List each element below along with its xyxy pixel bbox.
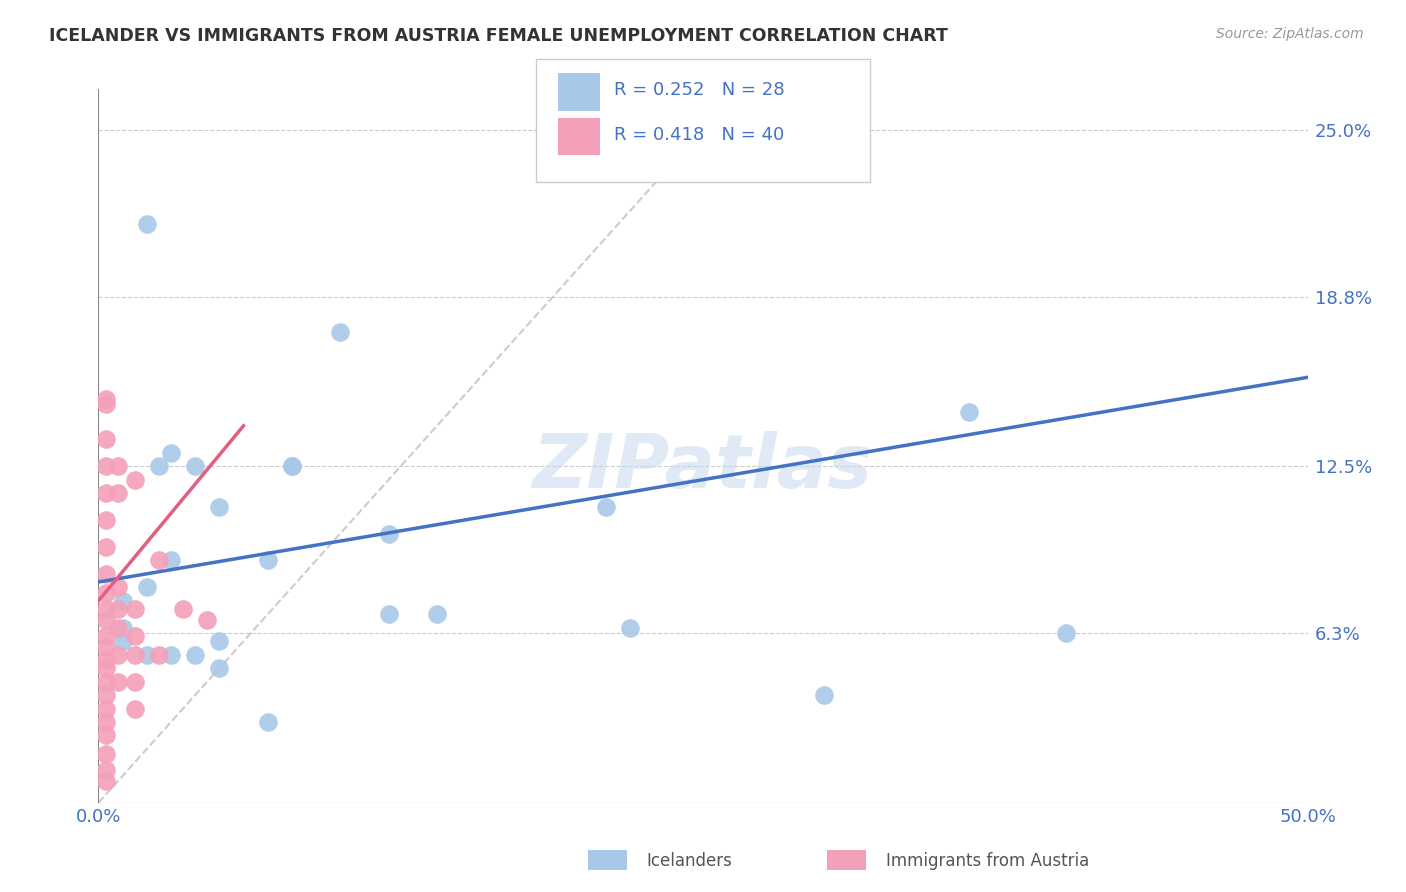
Point xyxy=(94,661,117,675)
Point xyxy=(94,540,117,554)
Point xyxy=(107,621,129,635)
Point xyxy=(135,217,157,231)
Point xyxy=(94,701,117,715)
Point xyxy=(94,629,117,643)
Point xyxy=(107,580,129,594)
Point xyxy=(94,613,117,627)
Point xyxy=(135,648,157,662)
Point xyxy=(124,648,146,662)
Point xyxy=(813,688,835,702)
Point xyxy=(111,621,134,635)
Point xyxy=(124,602,146,616)
Point xyxy=(107,602,129,616)
Point xyxy=(595,500,617,514)
Point xyxy=(111,594,134,608)
Point xyxy=(94,688,117,702)
Point xyxy=(94,747,117,762)
Point xyxy=(107,459,129,474)
Point xyxy=(111,634,134,648)
Point xyxy=(94,602,117,616)
Point xyxy=(94,586,117,600)
Point xyxy=(148,648,170,662)
Point xyxy=(135,580,157,594)
Text: ICELANDER VS IMMIGRANTS FROM AUSTRIA FEMALE UNEMPLOYMENT CORRELATION CHART: ICELANDER VS IMMIGRANTS FROM AUSTRIA FEM… xyxy=(49,27,948,45)
Text: Source: ZipAtlas.com: Source: ZipAtlas.com xyxy=(1216,27,1364,41)
Point xyxy=(107,486,129,500)
Point xyxy=(426,607,449,622)
Point xyxy=(148,553,170,567)
Point xyxy=(256,553,278,567)
Point xyxy=(107,648,129,662)
Text: R = 0.418   N = 40: R = 0.418 N = 40 xyxy=(614,126,785,144)
Point xyxy=(195,613,218,627)
Point xyxy=(1054,626,1077,640)
Point xyxy=(957,405,980,419)
Point xyxy=(94,774,117,789)
Point xyxy=(124,701,146,715)
Point xyxy=(160,553,183,567)
Point xyxy=(94,674,117,689)
Point xyxy=(94,513,117,527)
Point xyxy=(377,607,399,622)
Point xyxy=(208,634,231,648)
Point xyxy=(94,459,117,474)
Point xyxy=(94,653,117,667)
Point xyxy=(619,621,641,635)
Point xyxy=(208,500,231,514)
Point xyxy=(377,526,399,541)
Point xyxy=(94,432,117,446)
Point xyxy=(94,729,117,743)
Point xyxy=(281,459,304,474)
Text: Immigrants from Austria: Immigrants from Austria xyxy=(886,852,1090,870)
Point xyxy=(184,459,207,474)
Point xyxy=(124,473,146,487)
Point xyxy=(160,648,183,662)
Point xyxy=(94,486,117,500)
Point xyxy=(184,648,207,662)
Point xyxy=(124,629,146,643)
Text: Icelanders: Icelanders xyxy=(647,852,733,870)
Point xyxy=(94,714,117,729)
Point xyxy=(107,674,129,689)
Point xyxy=(208,661,231,675)
Point xyxy=(94,764,117,778)
Text: ZIPatlas: ZIPatlas xyxy=(533,431,873,504)
Point xyxy=(172,602,194,616)
Point xyxy=(94,392,117,406)
Point xyxy=(94,640,117,654)
Point xyxy=(281,459,304,474)
Point xyxy=(94,397,117,411)
Point xyxy=(256,714,278,729)
Point xyxy=(124,674,146,689)
Text: R = 0.252   N = 28: R = 0.252 N = 28 xyxy=(614,81,785,99)
Point xyxy=(94,566,117,581)
Point xyxy=(160,446,183,460)
Point xyxy=(148,459,170,474)
Point xyxy=(329,325,352,339)
